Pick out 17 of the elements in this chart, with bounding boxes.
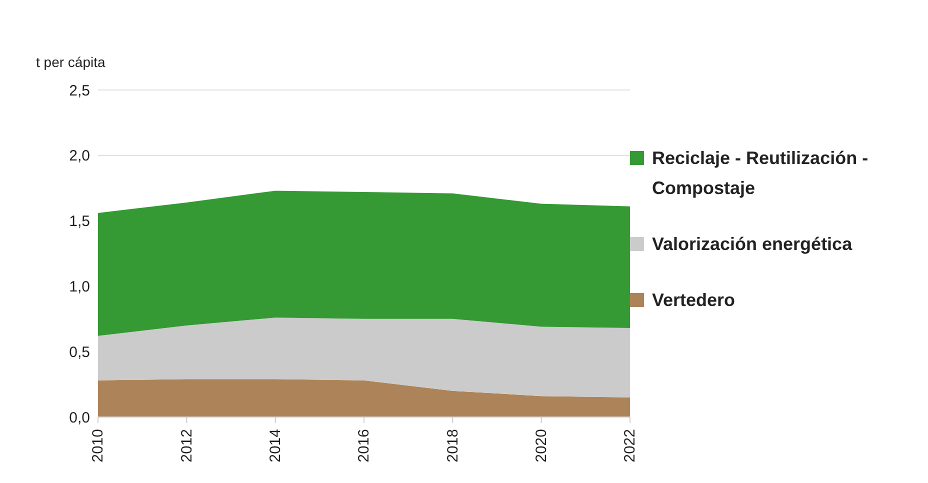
x-tick-label: 2022: [622, 429, 639, 462]
y-tick-label: 1,5: [69, 213, 90, 230]
x-tick-label: 2018: [444, 429, 462, 462]
x-tick-label: 2020: [532, 429, 550, 462]
legend-label: Reciclaje - Reutilización - Compostaje: [652, 146, 870, 200]
x-tick-label: 2010: [90, 429, 107, 462]
y-axis-title: t per cápita: [36, 54, 106, 70]
y-tick-label: 1,0: [69, 278, 90, 296]
x-tick-label: 2014: [266, 429, 284, 462]
y-tick-label: 2,0: [69, 148, 90, 165]
legend-label: Valorización energética: [652, 232, 852, 256]
legend-label: Vertedero: [652, 288, 736, 312]
y-tick-label: 2,5: [69, 82, 90, 100]
y-tick-label: 0,5: [69, 344, 90, 361]
x-tick-label: 2016: [356, 429, 373, 462]
x-tick-label: 2012: [178, 429, 196, 462]
y-tick-label: 0,0: [69, 409, 90, 426]
